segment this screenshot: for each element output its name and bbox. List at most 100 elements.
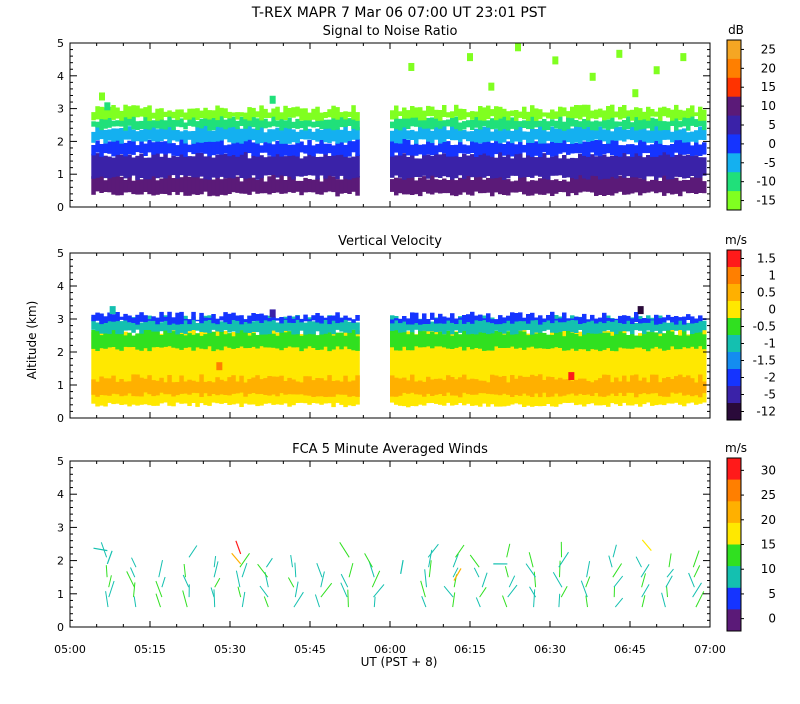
heatmap-cell (263, 119, 268, 129)
heatmap-cell (243, 113, 248, 120)
heatmap-cell (674, 335, 679, 349)
wind-barb (581, 581, 587, 597)
heatmap-cell (331, 177, 336, 192)
heatmap-cell (478, 330, 483, 349)
heatmap-cell (406, 334, 411, 350)
heatmap-cell (478, 106, 483, 120)
wind-barb (669, 553, 671, 567)
heatmap-cell (598, 121, 603, 126)
heatmap-cell (658, 318, 663, 324)
heatmap-cell (211, 314, 216, 323)
colorbar-swatch (727, 318, 741, 336)
y-tick-label: 2 (57, 555, 64, 568)
wind-barb (183, 591, 188, 608)
heatmap-cell (343, 376, 348, 395)
wind-barb (474, 568, 479, 577)
heatmap-cell (207, 152, 212, 180)
heatmap-cell (590, 382, 595, 396)
heatmap-cell (127, 141, 132, 155)
colorbar-label: 10 (761, 99, 776, 113)
heatmap-cell (666, 145, 671, 154)
heatmap-cell (486, 178, 491, 193)
heatmap-cell (490, 109, 495, 116)
heatmap-cell (518, 331, 523, 348)
heatmap-cell (538, 155, 543, 177)
heatmap-cell (618, 122, 623, 127)
heatmap-cell (351, 105, 356, 119)
heatmap-cell (327, 109, 332, 117)
heatmap-cell (390, 122, 395, 129)
heatmap-cell (135, 131, 140, 141)
colorbar-label: 25 (761, 42, 776, 56)
heatmap-cell (410, 106, 415, 118)
heatmap-cell (654, 119, 659, 127)
heatmap-cell (506, 179, 511, 195)
heatmap-cell (183, 130, 188, 143)
heatmap-cell (155, 129, 160, 142)
heatmap-cell (678, 110, 683, 121)
heatmap-cell (462, 130, 467, 139)
heatmap-cell (410, 332, 415, 350)
heatmap-cell (255, 118, 259, 130)
heatmap-blob (552, 56, 558, 64)
panel-title: Signal to Noise Ratio (323, 24, 458, 39)
heatmap-cell (247, 107, 252, 121)
heatmap-cell (95, 153, 100, 178)
wind-barb (529, 552, 533, 567)
heatmap-cell (514, 153, 519, 176)
heatmap-cell (606, 157, 611, 179)
heatmap-cell (642, 157, 647, 179)
heatmap-cell (414, 382, 419, 395)
heatmap-cell (335, 107, 340, 120)
heatmap-cell (195, 323, 200, 331)
heatmap-cell (291, 129, 296, 142)
heatmap-cell (598, 139, 603, 157)
heatmap-cell (183, 143, 188, 157)
heatmap-cell (702, 157, 707, 175)
heatmap-cell (630, 177, 635, 194)
heatmap-cell (538, 178, 543, 195)
heatmap-cell (530, 115, 535, 129)
heatmap-cell (666, 377, 671, 397)
heatmap-cell (590, 332, 595, 350)
y-tick-label: 0 (57, 201, 64, 214)
heatmap-cell (179, 154, 184, 175)
heatmap-cell (247, 139, 252, 153)
heatmap-cell (259, 155, 264, 178)
heatmap-cell (115, 175, 120, 195)
heatmap-cell (626, 316, 631, 321)
heatmap-cell (151, 380, 156, 396)
heatmap-cell (626, 116, 631, 129)
wind-barb (348, 590, 349, 608)
heatmap-cell (470, 131, 475, 142)
heatmap-cell (255, 314, 259, 321)
heatmap-cell (283, 126, 288, 144)
heatmap-blob (216, 362, 222, 370)
heatmap-cell (594, 319, 599, 324)
heatmap-cell (259, 105, 264, 120)
heatmap-cell (414, 180, 419, 194)
heatmap-cell (99, 176, 104, 193)
heatmap-cell (414, 158, 419, 177)
heatmap-cell (562, 155, 567, 178)
heatmap-cell (610, 319, 615, 322)
heatmap-cell (351, 319, 356, 323)
heatmap-cell (546, 121, 551, 130)
heatmap-cell (482, 152, 487, 178)
heatmap-cell (630, 375, 635, 393)
heatmap-cell (634, 145, 639, 153)
heatmap-cell (311, 180, 316, 193)
heatmap-cell (247, 316, 252, 324)
heatmap-cell (183, 123, 188, 130)
heatmap-cell (618, 127, 623, 141)
heatmap-cell (486, 120, 491, 127)
heatmap-cell (666, 154, 671, 179)
heatmap-cell (638, 316, 643, 331)
heatmap-cell (574, 158, 579, 179)
heatmap-blob (408, 63, 414, 71)
wind-barb (642, 584, 649, 597)
heatmap-cell (506, 316, 511, 321)
heatmap-cell (95, 323, 100, 332)
heatmap-cell (295, 181, 300, 192)
heatmap-cell (658, 154, 663, 178)
